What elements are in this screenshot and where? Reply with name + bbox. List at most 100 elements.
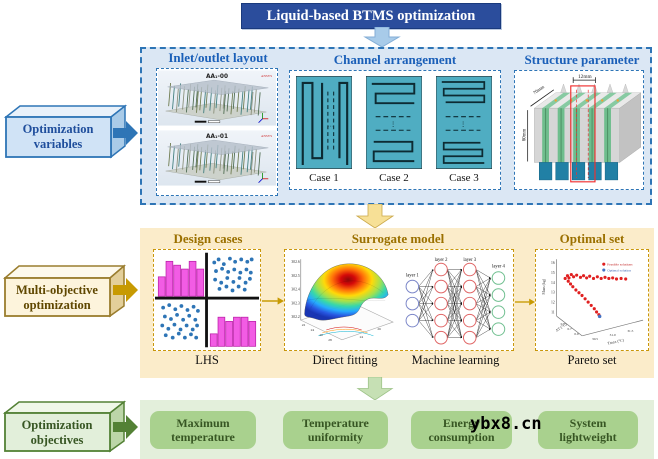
ztick: 302.3 bbox=[291, 301, 300, 305]
objective-line: uniformity bbox=[307, 430, 364, 444]
bottom-tabs bbox=[538, 162, 619, 181]
ztick: 15 bbox=[551, 271, 555, 275]
xtick: 22 bbox=[302, 323, 306, 327]
structure-title: Structure parameter bbox=[524, 52, 640, 67]
tmax-tick: 30.5 bbox=[592, 337, 598, 341]
tmax-axis-label: Tmax (°C) bbox=[607, 338, 625, 346]
lhs-caption: LHS bbox=[195, 353, 219, 367]
svg-text:…: … bbox=[327, 121, 334, 128]
multi-objective-box: Multi-objective optimization bbox=[2, 264, 127, 318]
inlet-layout-image-2: AA₁-01 ANSYS bbox=[158, 130, 276, 186]
xtick: 26 bbox=[319, 333, 323, 337]
lhs-matrix-image bbox=[155, 252, 259, 348]
channel-case1-image: … bbox=[296, 76, 352, 169]
layer4-label: layer 4 bbox=[492, 265, 505, 270]
xtick: 28 bbox=[328, 338, 332, 342]
ansys-logo: ANSYS bbox=[261, 134, 272, 138]
design-cases-title: Design cases bbox=[173, 231, 243, 246]
battery-module-image: 12mm 70mm 80mm bbox=[523, 74, 641, 183]
figure-title: Liquid-based BTMS optimization bbox=[241, 3, 501, 29]
dt-axis-label: ΔT (°C) bbox=[555, 322, 568, 333]
legend-feasible: Feasible solutions bbox=[607, 263, 633, 267]
layer2-label: layer 2 bbox=[435, 258, 448, 263]
dt-tick: 0.9 bbox=[574, 332, 579, 336]
axis-triad-icon bbox=[258, 112, 269, 123]
ztick: 302.4 bbox=[291, 288, 300, 292]
optimization-objectives-box: Optimization objectives bbox=[2, 400, 127, 453]
objective-line: System bbox=[569, 416, 607, 430]
pareto-points bbox=[563, 273, 628, 319]
variables-label-line1: Optimization bbox=[23, 122, 94, 136]
objectives-label-line2: objectives bbox=[31, 433, 84, 447]
neural-network-image: layer 1 layer 2 layer 3 layer 4 bbox=[405, 258, 506, 345]
optimal-set-title: Optimal set bbox=[559, 231, 625, 246]
objective-energy-consumption: Energy consumption bbox=[411, 411, 512, 449]
pareto-caption: Pareto set bbox=[567, 353, 617, 367]
highlight-cell-outline bbox=[570, 85, 596, 183]
ztick: 302.2 bbox=[291, 315, 300, 319]
left-axis-label: Mass (kg) bbox=[542, 278, 546, 294]
machine-learning-caption: Machine learning bbox=[411, 353, 500, 367]
arrow-right-icon bbox=[113, 121, 138, 145]
ztick: 16 bbox=[551, 261, 555, 265]
ztick: 12 bbox=[551, 300, 555, 304]
objective-system-lightweight: System lightweight bbox=[538, 411, 638, 449]
ztick: 11 bbox=[551, 310, 555, 314]
multiobj-label-line1: Multi-objective bbox=[16, 283, 98, 297]
xtick: 24 bbox=[311, 328, 315, 332]
scatter-bottomleft bbox=[160, 303, 200, 340]
pareto-legend: Feasible solutions Optimal solution bbox=[602, 262, 633, 273]
case2-label: Case 2 bbox=[379, 172, 409, 184]
surrogate-title: Surrogate model bbox=[351, 231, 445, 246]
tmax-tick: 31.0 bbox=[610, 333, 616, 337]
svg-text:⋮: ⋮ bbox=[390, 121, 397, 128]
arrow-right-icon bbox=[113, 415, 138, 439]
layer3-label: layer 3 bbox=[463, 258, 476, 263]
ztick: 14 bbox=[551, 281, 555, 285]
case3-label: Case 3 bbox=[449, 172, 479, 184]
channel-case3-image: ⋮ bbox=[436, 76, 492, 169]
ztick: 13 bbox=[551, 291, 555, 295]
dim-top-label: 12mm bbox=[578, 74, 592, 80]
optimal-set-box bbox=[535, 249, 649, 351]
ytick: 24 bbox=[360, 335, 364, 339]
dim-upper-label: 70mm bbox=[533, 85, 546, 96]
inlet-layout-image-1: AA₁-00 ANSYS bbox=[158, 70, 276, 126]
objectives-label-line1: Optimization bbox=[22, 418, 93, 432]
dim-lower-label: 80mm bbox=[523, 129, 528, 142]
dt-tick: 0.5 bbox=[561, 322, 566, 326]
ytick: 26 bbox=[377, 327, 381, 331]
layout-label-2: AA₁-01 bbox=[206, 134, 228, 140]
ztick: 302.6 bbox=[291, 260, 300, 264]
surface-plot-image: 302.6 302.5 302.4 302.3 302.2 22 24 26 2… bbox=[291, 259, 394, 342]
arrow-down-icon bbox=[356, 377, 394, 400]
arrow-right-icon bbox=[515, 298, 535, 306]
objective-line: lightweight bbox=[559, 430, 617, 444]
objective-line: Temperature bbox=[302, 416, 369, 430]
nn-connections bbox=[418, 268, 491, 339]
watermark: ybx8.cn bbox=[470, 414, 542, 434]
arrow-right-icon bbox=[113, 278, 138, 302]
objective-max-temperature: Maximum temperature bbox=[150, 411, 256, 449]
histogram-bottomright bbox=[209, 316, 257, 347]
arrow-down-icon bbox=[355, 204, 395, 228]
variables-label-line2: variables bbox=[34, 137, 83, 151]
layout-label-1: AA₁-00 bbox=[206, 74, 228, 80]
arrow-right-icon bbox=[262, 297, 284, 305]
cell-stripes bbox=[542, 92, 633, 163]
pin-fin-array bbox=[168, 142, 261, 176]
arrow-down-icon bbox=[363, 27, 401, 47]
ansys-logo: ANSYS bbox=[261, 74, 272, 78]
ztick: 302.5 bbox=[291, 274, 300, 278]
channel-title: Channel arrangement bbox=[333, 52, 457, 67]
optimization-variables-box: Optimization variables bbox=[3, 104, 128, 159]
dimension-annotations: 12mm 70mm 80mm bbox=[523, 74, 596, 162]
tmax-tick: 31.5 bbox=[627, 329, 633, 333]
pareto-plot-image: 16 15 14 13 12 11 0.5 0.7 0.9 30.5 31.0 … bbox=[542, 259, 644, 346]
axis-triad-icon bbox=[258, 172, 269, 183]
objective-line: Energy bbox=[442, 416, 481, 430]
dt-tick: 0.7 bbox=[567, 327, 572, 331]
objective-line: consumption bbox=[428, 430, 495, 444]
channel-case2-image: ⋮ bbox=[366, 76, 422, 169]
